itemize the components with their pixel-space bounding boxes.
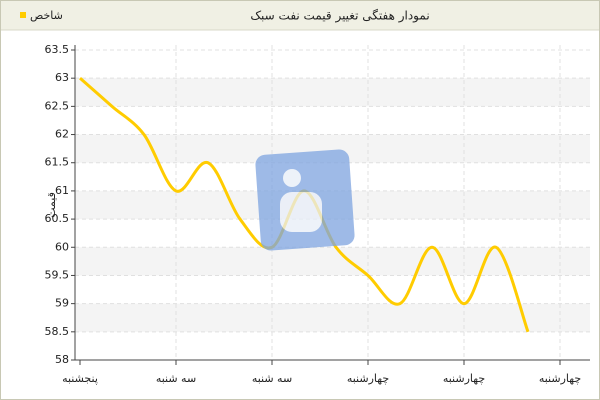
logo-watermark	[255, 149, 355, 251]
x-tick-label: چهارشنبه	[347, 372, 389, 385]
legend-swatch	[20, 12, 26, 18]
y-tick-label: 58	[55, 353, 69, 366]
plot-area: 58 58.5 59 59.5 60 60.5 61 61.5 62 62.5 63 63.5 پنجش…	[45, 43, 590, 385]
y-tick-label: 60	[55, 240, 69, 253]
y-tick-label: 62.5	[45, 99, 70, 112]
x-tick-label: چهارشنبه	[539, 372, 581, 385]
y-tick-label: 60.5	[45, 212, 70, 225]
y-tick-label: 61.5	[45, 156, 70, 169]
y-tick-label: 62	[55, 128, 69, 141]
logo-dot	[283, 169, 301, 187]
x-tick-label: چهارشنبه	[443, 372, 485, 385]
y-tick-label: 63	[55, 71, 69, 84]
y-tick-label: 58.5	[45, 325, 70, 338]
grid-band	[75, 303, 590, 332]
legend-label: شاخص	[30, 9, 63, 22]
grid-band	[75, 78, 590, 107]
y-tick-label: 59.5	[45, 268, 70, 281]
y-axis-title: قیمت	[45, 192, 58, 218]
y-tick-label: 61	[55, 184, 69, 197]
x-tick-label: پنجشنبه	[62, 372, 98, 385]
y-tick-label: 63.5	[45, 43, 70, 56]
x-tick-label: سه شنبه	[252, 372, 292, 385]
logo-body	[280, 192, 322, 232]
y-axis-title-group: قیمت	[45, 192, 58, 218]
x-tick-label: سه شنبه	[156, 372, 196, 385]
chart-title: نمودار هفتگی تغییر قیمت نفت سبک	[250, 9, 429, 24]
grid-band	[75, 247, 590, 276]
y-tick-label: 59	[55, 297, 69, 310]
header	[1, 1, 599, 30]
